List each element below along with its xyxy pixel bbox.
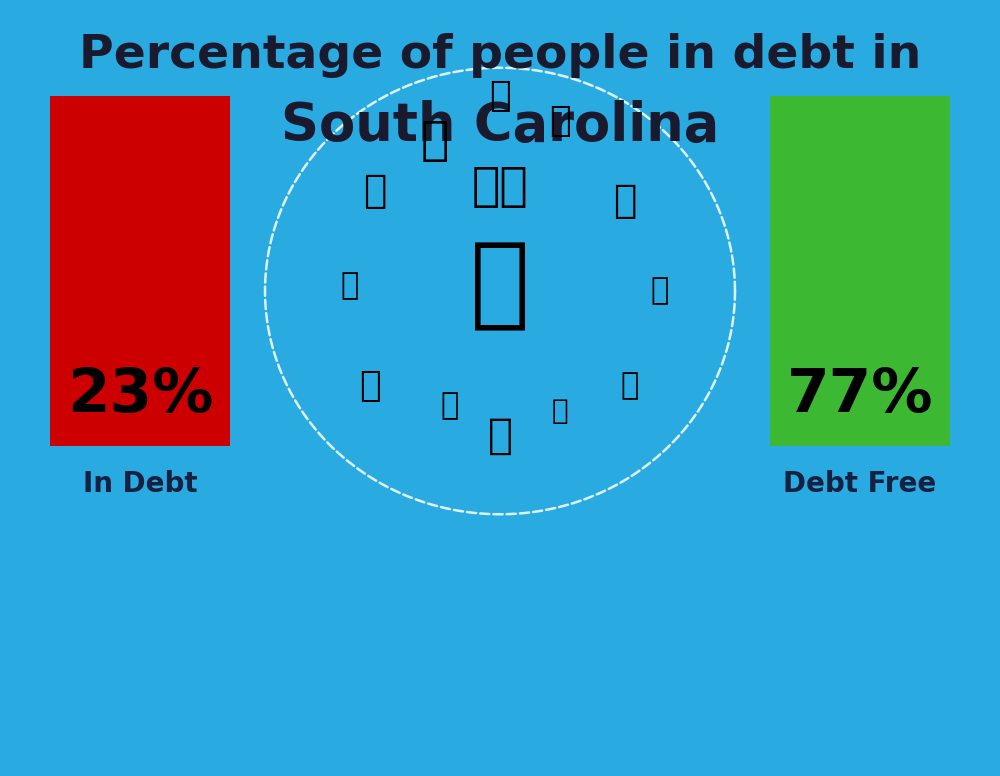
- Text: Percentage of people in debt in: Percentage of people in debt in: [79, 33, 921, 78]
- Text: 📋: 📋: [552, 397, 568, 425]
- Text: 📱: 📱: [651, 276, 669, 306]
- Text: 📄: 📄: [341, 272, 359, 300]
- Text: 🎓: 🎓: [613, 182, 637, 220]
- Text: 🏦: 🏦: [470, 237, 530, 334]
- Text: 💵: 💵: [549, 104, 571, 138]
- Text: Debt Free: Debt Free: [783, 470, 937, 498]
- Text: 🏠: 🏠: [421, 119, 449, 164]
- Bar: [50, 96, 230, 446]
- Text: 🚗: 🚗: [488, 415, 512, 457]
- Text: 💊: 💊: [621, 372, 639, 400]
- Text: 📦: 📦: [363, 172, 387, 210]
- Text: 💰: 💰: [441, 392, 459, 421]
- Text: 77%: 77%: [787, 366, 933, 425]
- Text: In Debt: In Debt: [83, 470, 197, 498]
- Text: 💼: 💼: [359, 369, 381, 403]
- Text: 🦅: 🦅: [489, 79, 511, 113]
- Text: South Carolina: South Carolina: [281, 100, 719, 152]
- Bar: [770, 96, 950, 446]
- Text: 23%: 23%: [67, 366, 213, 425]
- Text: 🇺🇸: 🇺🇸: [472, 165, 528, 210]
